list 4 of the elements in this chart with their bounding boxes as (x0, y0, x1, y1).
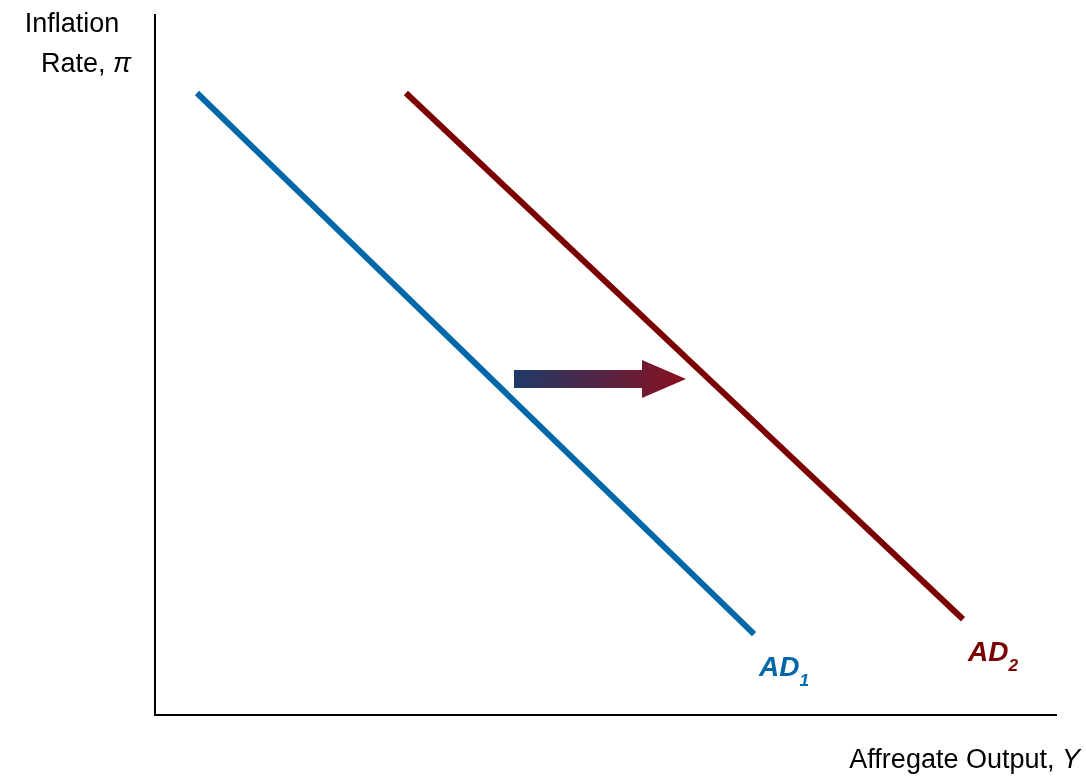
x-axis-title: Affregate Output, Y (849, 744, 1082, 774)
series-label: AD$_{1}$ (758, 651, 810, 691)
series-label: AD$_{2}$ (966, 636, 1019, 676)
y-axis-title: Inflation Rate, π (24, 8, 132, 78)
